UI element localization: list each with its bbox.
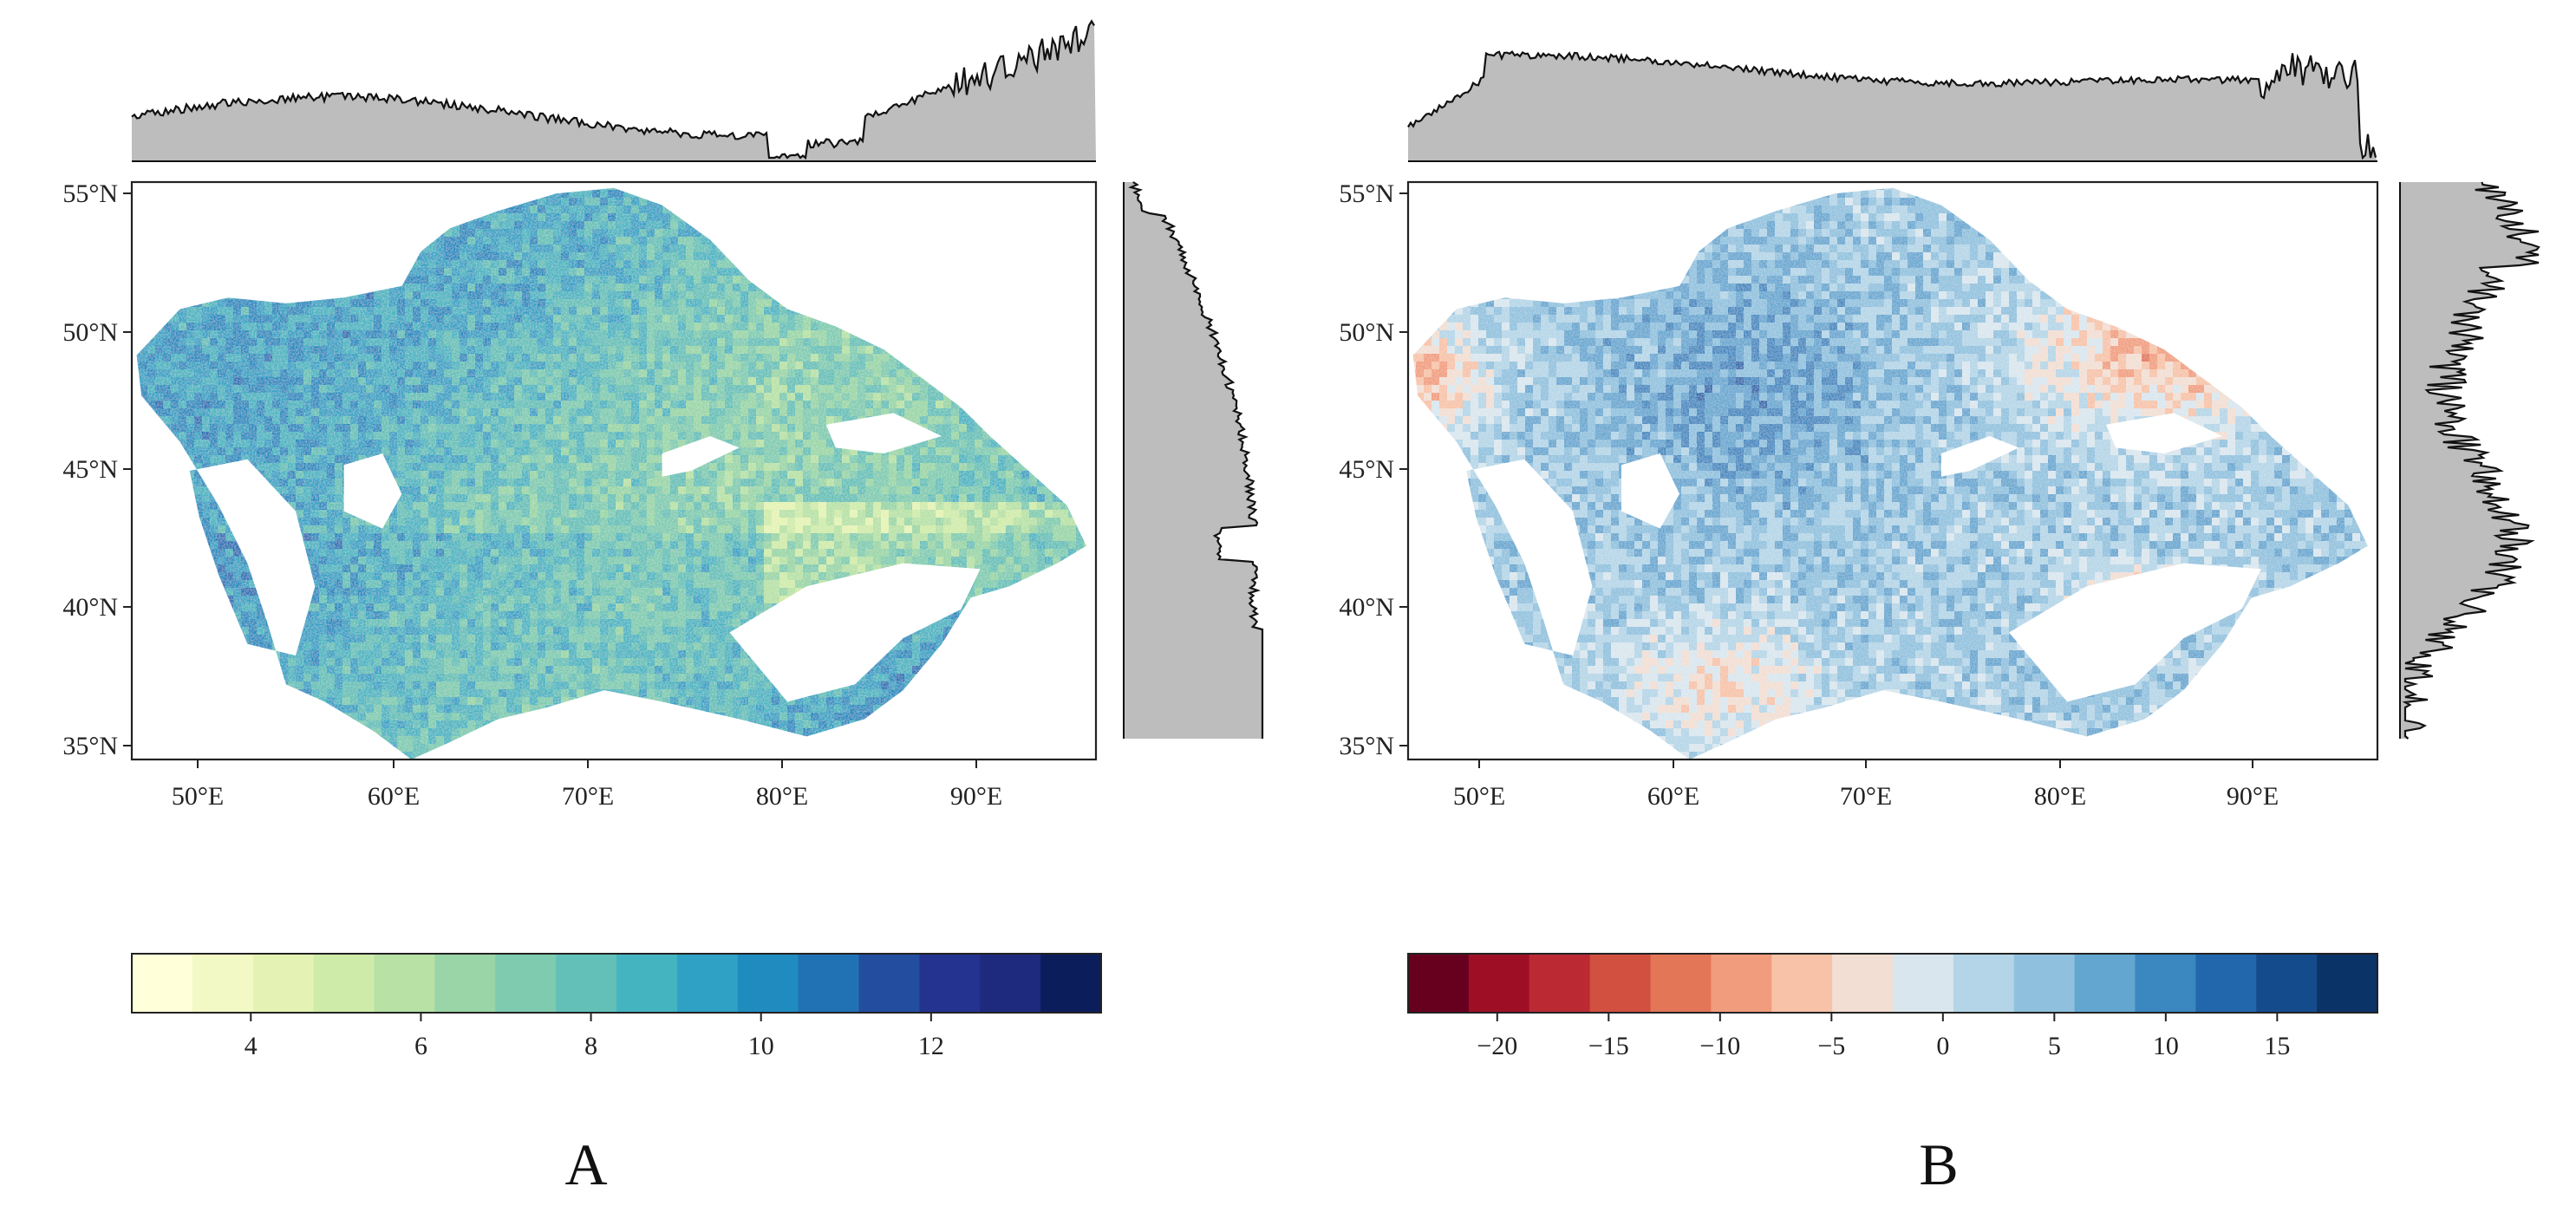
panel-b-colorbar-tick-label: −20	[1477, 1032, 1517, 1060]
panel-a-colorbar-swatch	[980, 954, 1041, 1013]
panel-b-colorbar-tick-label: 10	[2153, 1032, 2179, 1060]
panel-a-colorbar-tick-label: 12	[918, 1032, 944, 1060]
panel-b-colorbar-swatch	[2074, 954, 2136, 1013]
panel-b-colorbar-tick-label: −10	[1699, 1032, 1740, 1060]
panel-a-colorbar-swatch	[132, 954, 193, 1013]
panel-a-colorbar-swatch	[556, 954, 617, 1013]
panel-b-colorbar-swatch	[1468, 954, 1530, 1013]
panel-b-colorbar-swatch	[1408, 954, 1470, 1013]
panel-b-lon-tick-label: 90°E	[2227, 782, 2279, 811]
panel-b-right-marginal	[2399, 181, 2540, 740]
panel-b-lat-tick-label: 40°N	[1339, 593, 1394, 622]
panel-a-label: A	[564, 1131, 607, 1197]
panel-a-colorbar-tick-label: 4	[245, 1032, 258, 1060]
panel-a-lat-tick-label: 40°N	[62, 593, 118, 622]
panel-b-lon-axis: 50°E 60°E 70°E 80°E 90°E	[1453, 759, 2279, 811]
panel-b-colorbar-swatch	[2135, 954, 2196, 1013]
panel-b-colorbar-swatch	[1953, 954, 2015, 1013]
panel-a-top-marginal-area	[132, 21, 1096, 162]
panel-a-colorbar-swatch	[798, 954, 860, 1013]
panel-a: 55°N 50°N 45°N 40°N 35°N 50°E 60°E 70°E 80°E 90°…	[62, 19, 1264, 1197]
panel-b-lat-axis: 55°N 50°N 45°N 40°N 35°N	[1339, 179, 1408, 760]
panel-a-colorbar: 4 6 8 10 12	[131, 953, 1102, 1060]
panel-a-colorbar-swatches	[132, 954, 1102, 1013]
panel-b-colorbar-swatches	[1408, 954, 2378, 1013]
panel-b-colorbar-frame	[1407, 953, 2378, 1014]
panel-a-colorbar-tick-label: 6	[414, 1032, 427, 1060]
panel-b-lat-tick-label: 35°N	[1339, 732, 1394, 760]
panel-b-lon-tick-label: 80°E	[2034, 782, 2086, 811]
panel-b-lon-tick-label: 50°E	[1453, 782, 1505, 811]
panel-a-top-marginal-line	[131, 19, 1095, 160]
panel-a-colorbar-frame	[131, 953, 1102, 1014]
panel-b-colorbar-swatch	[1650, 954, 1712, 1013]
panel-a-lon-tick-label: 50°E	[172, 782, 224, 811]
panel-b-map-raster	[1412, 187, 2368, 759]
panel-a-colorbar-swatch	[1040, 954, 1102, 1013]
panel-b: 55°N 50°N 45°N 40°N 35°N 50°E 60°E 70°E 80°E 90°…	[1339, 50, 2540, 1197]
panel-b-label: B	[1919, 1131, 1958, 1197]
panel-a-lat-tick-label: 55°N	[62, 179, 118, 208]
panel-b-colorbar-swatch	[1529, 954, 1591, 1013]
panel-a-top-marginal	[131, 19, 1096, 162]
panel-a-right-marginal-area	[1124, 182, 1262, 739]
panel-b-colorbar-swatch	[1893, 954, 1954, 1013]
panel-a-colorbar-ticks: 4 6 8 10 12	[245, 1013, 944, 1060]
panel-a-right-marginal-line	[1128, 181, 1264, 739]
panel-b-lat-tick-label: 45°N	[1339, 455, 1394, 484]
panel-a-colorbar-swatch	[313, 954, 375, 1013]
panel-b-colorbar-tick-label: 5	[2048, 1032, 2061, 1060]
panel-a-colorbar-swatch	[616, 954, 678, 1013]
panel-a-lon-tick-label: 80°E	[756, 782, 808, 811]
panel-b-right-marginal-line	[2402, 181, 2540, 740]
panel-a-colorbar-swatch	[192, 954, 254, 1013]
panel-a-colorbar-swatch	[495, 954, 557, 1013]
panel-b-colorbar-tick-label: 0	[1936, 1032, 1949, 1060]
panel-b-colorbar: −20 −15 −10 −5 0 5 10 15	[1407, 953, 2378, 1060]
panel-a-colorbar-swatch	[919, 954, 981, 1013]
panel-b-right-marginal-area	[2400, 182, 2539, 739]
panel-a-map: 55°N 50°N 45°N 40°N 35°N 50°E 60°E 70°E 80°E 90°…	[62, 179, 1098, 811]
panel-b-top-marginal-line	[1407, 50, 2377, 160]
panel-b-colorbar-tick-label: 15	[2264, 1032, 2290, 1060]
panel-a-colorbar-swatch	[374, 954, 435, 1013]
panel-a-map-raster	[136, 187, 1086, 759]
panel-b-colorbar-swatch	[2256, 954, 2318, 1013]
panel-b-map-frame	[1406, 180, 2379, 761]
panel-b-colorbar-swatch	[2317, 954, 2378, 1013]
panel-b-colorbar-ticks: −20 −15 −10 −5 0 5 10 15	[1477, 1013, 2290, 1060]
panel-b-colorbar-swatch	[1711, 954, 1772, 1013]
panel-a-colorbar-swatch	[252, 954, 315, 1013]
panel-a-colorbar-swatch	[737, 954, 799, 1013]
panel-b-lon-tick-label: 60°E	[1647, 782, 1699, 811]
panel-a-lat-axis: 55°N 50°N 45°N 40°N 35°N	[62, 179, 132, 760]
panel-a-colorbar-tick-label: 8	[584, 1032, 597, 1060]
panel-a-lon-axis: 50°E 60°E 70°E 80°E 90°E	[172, 759, 1002, 811]
panel-b-colorbar-swatch	[1589, 954, 1652, 1013]
panel-a-lat-tick-label: 45°N	[62, 455, 118, 484]
panel-a-map-frame	[130, 180, 1098, 761]
panel-b-lon-tick-label: 70°E	[1840, 782, 1892, 811]
panel-a-lon-tick-label: 90°E	[950, 782, 1002, 811]
panel-a-right-marginal	[1123, 181, 1264, 739]
panel-a-lon-tick-label: 70°E	[562, 782, 614, 811]
panel-a-colorbar-swatch	[676, 954, 739, 1013]
panel-b-colorbar-swatch	[2195, 954, 2257, 1013]
panel-b-lat-tick-label: 55°N	[1339, 179, 1394, 208]
panel-b-colorbar-swatch	[1832, 954, 1894, 1013]
panel-b-colorbar-tick-label: −5	[1817, 1032, 1845, 1060]
panel-b-top-marginal	[1407, 50, 2377, 162]
panel-b-colorbar-swatch	[1771, 954, 1833, 1013]
panel-a-colorbar-swatch	[858, 954, 920, 1013]
panel-a-lon-tick-label: 60°E	[368, 782, 420, 811]
panel-b-map: 55°N 50°N 45°N 40°N 35°N 50°E 60°E 70°E 80°E 90°…	[1339, 179, 2379, 811]
panel-b-colorbar-swatch	[2013, 954, 2076, 1013]
panel-a-colorbar-tick-label: 10	[748, 1032, 774, 1060]
panel-a-colorbar-swatch	[434, 954, 496, 1013]
panel-b-lat-tick-label: 50°N	[1339, 318, 1394, 347]
panel-b-top-marginal-area	[1408, 51, 2377, 162]
panel-b-colorbar-tick-label: −15	[1588, 1032, 1629, 1060]
panel-a-lat-tick-label: 50°N	[62, 318, 118, 347]
panel-a-lat-tick-label: 35°N	[62, 732, 118, 760]
